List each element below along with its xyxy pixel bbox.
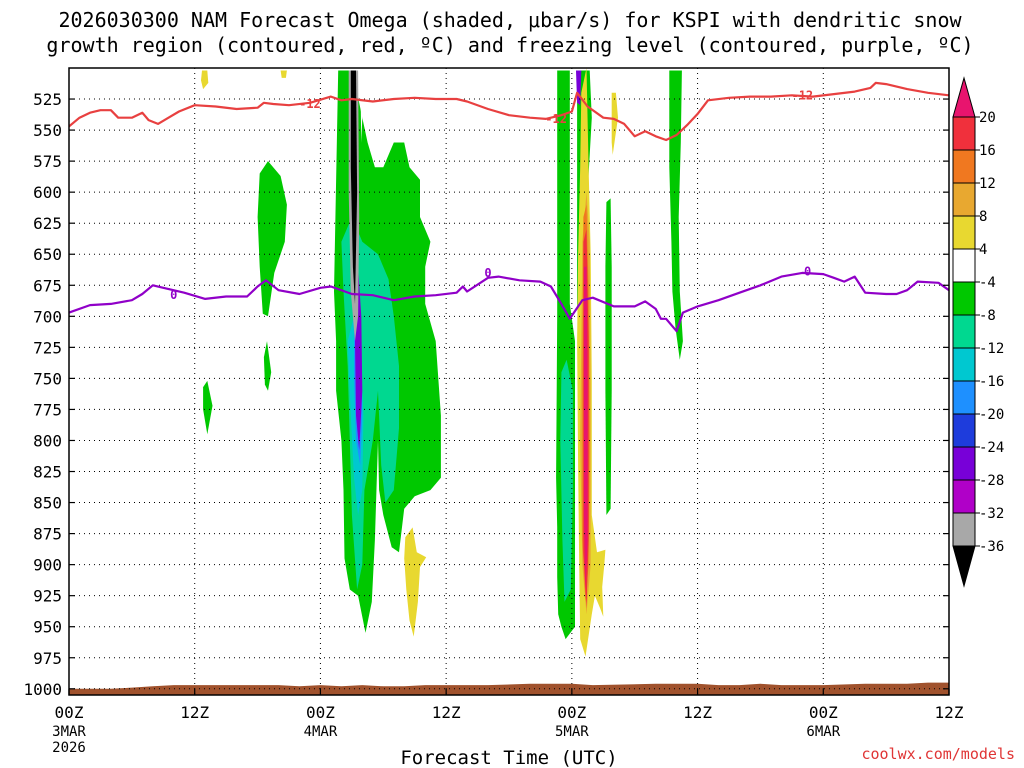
colorbar-label-10: -24 <box>979 440 1004 456</box>
omega-region-8 <box>605 198 612 515</box>
colorbar-top-arrow <box>952 76 976 118</box>
y-tick-label-725: 725 <box>33 338 62 357</box>
x-tick-label-2: 00Z <box>306 703 335 722</box>
colorbar-box-12 <box>952 479 976 514</box>
colorbar-box-9 <box>952 380 976 415</box>
omega-region-2 <box>257 161 287 317</box>
x-date-label-4: 5MAR <box>555 724 589 740</box>
colorbar-label-0: 20 <box>979 110 996 126</box>
colorbar-label-13: -36 <box>979 539 1004 555</box>
x-date-label-0: 3MAR <box>52 724 86 740</box>
y-tick-label-600: 600 <box>33 183 62 202</box>
colorbar-box-11 <box>952 446 976 481</box>
x-tick-label-1: 12Z <box>180 703 209 722</box>
x-tick-label-6: 00Z <box>809 703 838 722</box>
colorbar-label-3: 8 <box>979 209 987 225</box>
x-year-label-0: 2026 <box>52 740 86 756</box>
contour-label--12-0: -12 <box>299 97 321 111</box>
contour-0 <box>69 271 949 333</box>
y-tick-label-675: 675 <box>33 276 62 295</box>
colorbar-label-5: -4 <box>979 275 996 291</box>
contour-label-0-0: 0 <box>170 288 177 302</box>
y-tick-label-825: 825 <box>33 463 62 482</box>
y-tick-label-875: 875 <box>33 525 62 544</box>
colorbar-label-6: -8 <box>979 308 996 324</box>
colorbar-label-11: -28 <box>979 473 1004 489</box>
omega-region-11 <box>560 359 573 602</box>
x-tick-label-4: 00Z <box>557 703 586 722</box>
colorbar-box-6 <box>952 281 976 316</box>
colorbar-label-4: 4 <box>979 242 987 258</box>
y-tick-label-950: 950 <box>33 618 62 637</box>
colorbar-label-2: 12 <box>979 176 996 192</box>
colorbar-box-8 <box>952 347 976 382</box>
x-axis-label: Forecast Time (UTC) <box>400 747 617 768</box>
y-tick-label-750: 750 <box>33 369 62 388</box>
plot-frame <box>68 67 950 696</box>
y-tick-label-975: 975 <box>33 649 62 668</box>
y-tick-label-550: 550 <box>33 121 62 140</box>
colorbar-box-5 <box>952 248 976 283</box>
colorbar-box-1 <box>952 116 976 151</box>
x-date-label-2: 4MAR <box>304 724 338 740</box>
omega-region-23 <box>611 92 618 155</box>
colorbar-box-3 <box>952 182 976 217</box>
y-tick-label-575: 575 <box>33 152 62 171</box>
contour-label--12-2: -12 <box>791 88 813 102</box>
colorbar-label-12: -32 <box>979 506 1004 522</box>
omega-region-3 <box>203 380 213 435</box>
chart-title-line2: growth region (contoured, red, ºC) and f… <box>46 33 973 57</box>
omega-region-21 <box>404 527 427 637</box>
y-tick-label-900: 900 <box>33 556 62 575</box>
omega-region-20 <box>360 70 364 143</box>
omega-region-4 <box>263 341 272 391</box>
contour-label--12-1: -12 <box>545 112 567 126</box>
contour-lines: -12 -12 -12 0 0 0 <box>69 81 949 333</box>
omega-region-9 <box>669 70 683 360</box>
chart-title-line1: 2026030300 NAM Forecast Omega (shaded, μ… <box>58 8 962 32</box>
colorbar-box-10 <box>952 413 976 448</box>
colorbar: 20 16 12 8 4 -4 -8 -12 -16 -20 -24 -28 -32 -36 <box>952 76 1004 588</box>
y-tick-label-525: 525 <box>33 90 62 109</box>
colorbar-box-7 <box>952 314 976 349</box>
contour--12 <box>69 81 949 142</box>
x-tick-label-7: 12Z <box>935 703 964 722</box>
contour-label-0-1: 0 <box>484 266 491 280</box>
colorbar-box-4 <box>952 215 976 250</box>
y-axis-ticks: 525 550 575 600 625 650 675 700 725 750 775 800 825 8… <box>23 90 949 699</box>
y-tick-label-700: 700 <box>33 307 62 326</box>
contour-label-0-2: 0 <box>804 265 811 279</box>
omega-region-0 <box>201 70 209 90</box>
colorbar-label-9: -20 <box>979 407 1004 423</box>
y-tick-label-1000: 1000 <box>23 680 62 699</box>
y-tick-label-800: 800 <box>33 431 62 450</box>
colorbar-label-8: -16 <box>979 374 1004 390</box>
colorbar-box-2 <box>952 149 976 184</box>
x-tick-label-3: 12Z <box>432 703 461 722</box>
grid-lines <box>69 68 949 695</box>
credit-text: coolwx.com/models <box>861 745 1015 763</box>
omega-region-19 <box>350 70 358 304</box>
x-date-label-6: 6MAR <box>806 724 840 740</box>
y-tick-label-850: 850 <box>33 494 62 513</box>
y-tick-label-925: 925 <box>33 587 62 606</box>
colorbar-box-13 <box>952 512 976 547</box>
colorbar-bottom-arrow <box>952 545 976 588</box>
colorbar-label-1: 16 <box>979 143 996 159</box>
omega-shading <box>201 68 683 657</box>
x-tick-label-0: 00Z <box>55 703 84 722</box>
omega-region-1 <box>280 70 287 78</box>
x-tick-label-5: 12Z <box>683 703 712 722</box>
y-tick-label-625: 625 <box>33 214 62 233</box>
y-tick-label-775: 775 <box>33 400 62 419</box>
y-tick-label-650: 650 <box>33 245 62 264</box>
colorbar-label-7: -12 <box>979 341 1004 357</box>
